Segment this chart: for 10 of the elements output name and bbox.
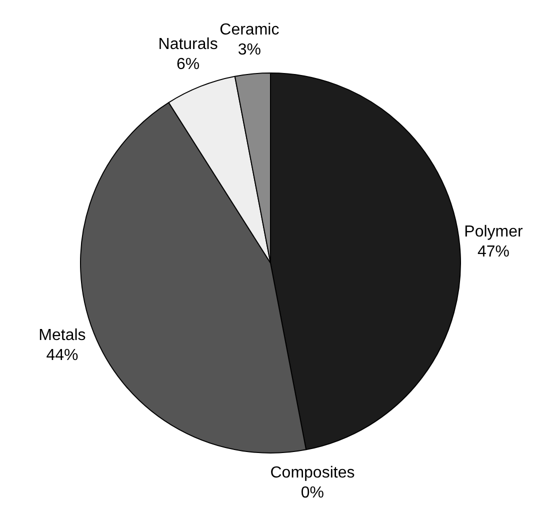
slice-label: Ceramic	[220, 21, 280, 38]
text: 0%	[300, 484, 324, 502]
slice-label: Polymer	[464, 223, 524, 240]
data-label: 44%	[46, 346, 78, 364]
data-label: 47%	[477, 243, 510, 260]
slice-label: Metals	[38, 326, 86, 344]
data-label: 3%	[238, 41, 261, 58]
category-label: Composites	[270, 464, 355, 482]
data-label: 6%	[176, 56, 200, 74]
slice-label: Naturals	[158, 36, 218, 54]
